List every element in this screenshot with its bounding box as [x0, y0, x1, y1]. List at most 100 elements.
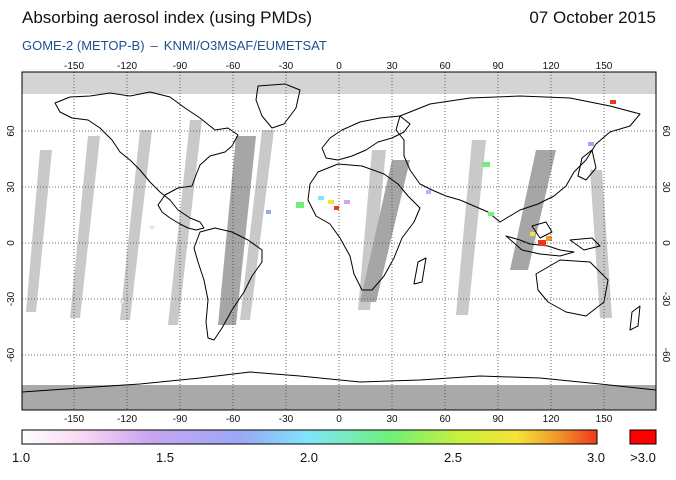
lon-label: 30 — [386, 61, 398, 72]
aerosol-pixel — [150, 226, 154, 229]
antarctica-outline — [22, 371, 656, 393]
colorbar-label: 3.0 — [587, 450, 605, 465]
lat-label: 0 — [6, 240, 17, 246]
colorbar — [21, 429, 598, 445]
aerosol-pixel — [426, 190, 431, 194]
instrument-label: GOME-2 (METOP-B) — [22, 38, 145, 53]
page-title: Absorbing aerosol index (using PMDs) — [22, 8, 313, 27]
swath-gap — [120, 130, 152, 320]
antarctic-nodata — [22, 385, 656, 410]
lat-label: -30 — [6, 291, 17, 306]
new-guinea-outline — [569, 237, 601, 251]
lon-label: 30 — [386, 414, 398, 425]
lon-label: 150 — [596, 414, 613, 425]
borneo-outline — [531, 221, 553, 239]
lon-label: 60 — [439, 414, 451, 425]
greenland-outline — [255, 83, 301, 129]
colorbar-labels: 1.0 1.5 2.0 2.5 3.0 >3.0 — [12, 450, 656, 465]
aerosol-pixel — [328, 200, 334, 204]
lon-label: 120 — [543, 61, 560, 72]
graticule — [22, 72, 656, 410]
swath-gap — [456, 140, 486, 315]
aerosol-pixel — [488, 212, 494, 216]
asia-outline — [395, 95, 641, 223]
swath-gap — [240, 130, 274, 320]
lon-label: -120 — [117, 414, 137, 425]
lon-label: 90 — [492, 61, 504, 72]
aerosol-pixel — [266, 210, 271, 214]
japan-outline — [577, 149, 597, 181]
lon-label: 60 — [439, 61, 451, 72]
lat-label: 60 — [6, 125, 17, 137]
lon-label: -60 — [226, 61, 241, 72]
colorbar-overflow-label: >3.0 — [630, 450, 656, 465]
aerosol-pixel — [318, 196, 324, 200]
lon-label: -30 — [279, 61, 294, 72]
missing-swath — [510, 150, 556, 270]
swath-gap — [168, 120, 202, 325]
lon-label: -90 — [173, 61, 188, 72]
lon-labels-bottom: -150 -120 -90 -60 -30 0 30 60 90 120 150 — [64, 414, 613, 425]
lon-label: -30 — [279, 414, 294, 425]
map-layers — [22, 72, 656, 410]
aerosol-pixel — [546, 236, 552, 241]
lon-label: -90 — [173, 414, 188, 425]
lon-label: -150 — [64, 414, 84, 425]
missing-swath — [218, 136, 256, 325]
lon-label: 0 — [336, 414, 342, 425]
lon-label: 150 — [596, 61, 613, 72]
lon-label: -120 — [117, 61, 137, 72]
swath-gap — [590, 170, 612, 318]
lon-label: -150 — [64, 61, 84, 72]
indonesia-outline — [505, 235, 575, 257]
lat-label: -60 — [660, 348, 671, 363]
date-label: 07 October 2015 — [529, 8, 656, 27]
subtitle-separator: – — [150, 38, 158, 53]
lat-label: 60 — [660, 125, 671, 137]
missing-swath — [360, 160, 410, 302]
lon-label: -60 — [226, 414, 241, 425]
south-america-outline — [193, 227, 263, 341]
colorbar-label: 1.0 — [12, 450, 30, 465]
swath-gap — [70, 136, 100, 318]
madagascar-outline — [413, 257, 427, 285]
aerosol-pixel — [482, 162, 490, 167]
lat-labels-right: 60 30 0 -30 -60 — [660, 125, 671, 362]
lat-label: -30 — [660, 292, 671, 307]
arctic-nodata — [22, 72, 656, 94]
lat-label: 30 — [660, 181, 671, 193]
subtitle: GOME-2 (METOP-B) – KNMI/O3MSAF/EUMETSAT — [22, 38, 327, 53]
aerosol-pixel — [530, 232, 535, 236]
lat-label: 0 — [660, 240, 671, 246]
map-frame — [21, 71, 657, 411]
missing-swaths — [218, 136, 556, 325]
swath-gap — [26, 150, 52, 312]
colorbar-label: 2.0 — [300, 450, 318, 465]
colorbar-overflow-swatch — [629, 429, 657, 445]
africa-outline — [307, 163, 421, 291]
aerosol-pixel — [296, 202, 304, 208]
aerosol-pixel — [334, 206, 339, 210]
aerosol-pixel — [344, 200, 350, 204]
aerosol-pixel — [610, 100, 616, 104]
lat-labels-left: 60 30 0 -30 -60 — [6, 125, 17, 362]
north-america-outline — [54, 91, 239, 231]
lat-label: 30 — [6, 181, 17, 193]
australia-outline — [535, 259, 609, 317]
new-zealand-outline — [629, 305, 641, 331]
lon-labels-top: -150 -120 -90 -60 -30 0 30 60 90 120 150 — [64, 61, 613, 72]
lon-label: 0 — [336, 61, 342, 72]
europe-outline — [321, 115, 411, 161]
aerosol-pixel — [120, 300, 124, 303]
provider-label: KNMI/O3MSAF/EUMETSAT — [163, 38, 327, 53]
lat-label: -60 — [6, 347, 17, 362]
swath-gap — [358, 150, 386, 310]
coastlines — [22, 83, 656, 393]
colorbar-label: 2.5 — [444, 450, 462, 465]
colorbar-label: 1.5 — [156, 450, 174, 465]
swath-gaps — [26, 120, 612, 325]
aerosol-pixels — [120, 100, 616, 303]
lon-label: 120 — [543, 414, 560, 425]
aerosol-pixel — [588, 142, 594, 146]
